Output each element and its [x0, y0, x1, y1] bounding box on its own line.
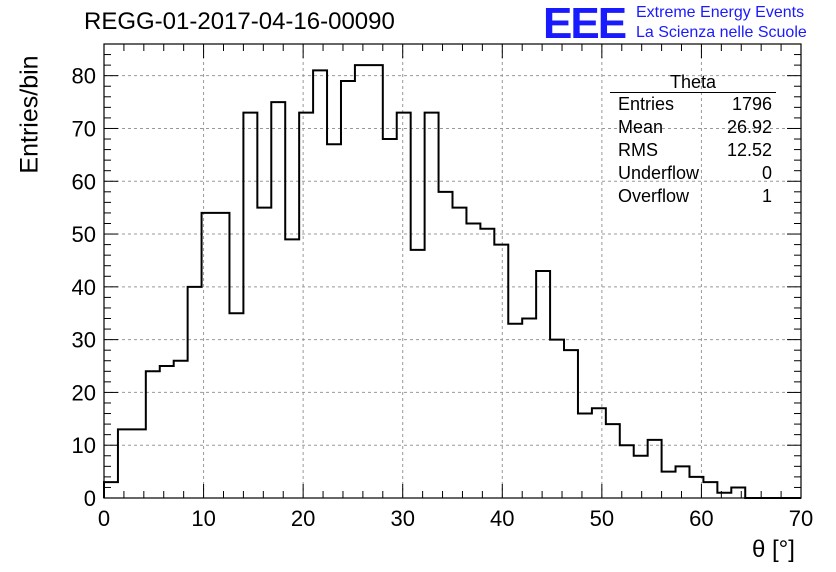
- histogram-bin: [648, 440, 662, 498]
- y-tick-label: 30: [72, 328, 96, 353]
- y-tick-label: 80: [72, 64, 96, 89]
- histogram-bin: [369, 65, 383, 498]
- eee-logo: EEE: [543, 0, 627, 48]
- stats-value: 26.92: [726, 117, 772, 137]
- x-tick-label: 30: [390, 506, 414, 531]
- histogram-bin: [229, 313, 243, 498]
- stats-label: Underflow: [618, 163, 700, 183]
- x-axis-label: θ [°]: [752, 536, 795, 563]
- y-tick-label: 60: [72, 169, 96, 194]
- histogram-bin: [480, 229, 494, 498]
- x-tick-label: 70: [789, 506, 813, 531]
- histogram-bin: [341, 81, 355, 498]
- y-tick-label: 50: [72, 222, 96, 247]
- x-tick-label: 60: [689, 506, 713, 531]
- histogram-bin: [578, 414, 592, 498]
- histogram-bin: [383, 139, 397, 498]
- y-tick-label: 70: [72, 116, 96, 141]
- histogram-bin: [313, 70, 327, 498]
- histogram-bin: [216, 213, 230, 498]
- histogram-bin: [731, 487, 745, 498]
- x-tick-label: 0: [98, 506, 110, 531]
- histogram-bin: [508, 324, 522, 498]
- histogram-bin: [550, 340, 564, 498]
- histogram-bin: [257, 208, 271, 498]
- stats-label: Overflow: [618, 186, 690, 206]
- histogram-bin: [676, 466, 690, 498]
- x-tick-label: 10: [191, 506, 215, 531]
- y-tick-label: 10: [72, 433, 96, 458]
- histogram-bin: [299, 113, 313, 498]
- histogram-bin: [160, 366, 174, 498]
- stats-row-rms: RMS 12.52: [610, 139, 776, 162]
- x-tick-label: 50: [590, 506, 614, 531]
- histogram-bin: [118, 429, 132, 498]
- histogram-bin: [494, 245, 508, 498]
- x-tick-label: 20: [291, 506, 315, 531]
- stats-value: 1: [761, 186, 772, 206]
- stats-label: Mean: [618, 117, 664, 137]
- histogram-bin: [411, 250, 425, 498]
- histogram-bin: [243, 113, 257, 498]
- histogram-bin: [634, 456, 648, 498]
- histogram-bin: [285, 239, 299, 498]
- histogram-bin: [104, 482, 118, 498]
- stats-box: Theta Entries 1796 Mean 26.92 RMS 12.52 …: [610, 72, 776, 208]
- histogram-bin: [522, 319, 536, 498]
- histogram-bin: [327, 144, 341, 498]
- histogram-bin: [146, 371, 160, 498]
- chart-title: REGG-01-2017-04-16-00090: [84, 8, 395, 35]
- y-tick-label: 40: [72, 275, 96, 300]
- stats-row-underflow: Underflow 0: [610, 162, 776, 185]
- histogram-bin: [703, 482, 717, 498]
- histogram-bin: [425, 113, 439, 498]
- logo-line-1: Extreme Energy Events: [636, 4, 805, 21]
- histogram-bin: [188, 287, 202, 498]
- histogram-bin: [397, 113, 411, 498]
- histogram-bin: [202, 213, 216, 498]
- logo-line-2: La Scienza nelle Scuole: [636, 24, 807, 41]
- histogram-bin: [620, 445, 634, 498]
- x-tick-label: 40: [490, 506, 514, 531]
- stats-value: 1796: [731, 94, 772, 114]
- stats-label: Entries: [618, 94, 675, 114]
- histogram-bin: [174, 361, 188, 498]
- stats-value: 0: [761, 163, 772, 183]
- stats-title: Theta: [610, 72, 776, 93]
- histogram-bin: [132, 429, 146, 498]
- stats-row-mean: Mean 26.92: [610, 116, 776, 139]
- histogram-bin: [453, 208, 467, 498]
- histogram-bin: [592, 408, 606, 498]
- histogram-bin: [689, 477, 703, 498]
- histogram-bin: [466, 223, 480, 498]
- histogram-bin: [536, 271, 550, 498]
- histogram-series: [103, 64, 801, 499]
- stats-label: RMS: [618, 140, 658, 160]
- stats-value: 12.52: [726, 140, 772, 160]
- histogram-bin: [606, 424, 620, 498]
- histogram-bin: [439, 192, 453, 498]
- histogram-bin: [271, 102, 285, 498]
- plot-frame: [103, 43, 802, 499]
- histogram-bin: [717, 493, 731, 498]
- stats-row-overflow: Overflow 1: [610, 185, 776, 208]
- histogram-bin: [355, 65, 369, 498]
- stats-row-entries: Entries 1796: [610, 93, 776, 116]
- y-tick-label: 0: [84, 486, 96, 511]
- y-axis-label: Entries/bin: [15, 55, 44, 174]
- histogram-bin: [564, 350, 578, 498]
- y-tick-label: 20: [72, 380, 96, 405]
- histogram-bin: [662, 472, 676, 498]
